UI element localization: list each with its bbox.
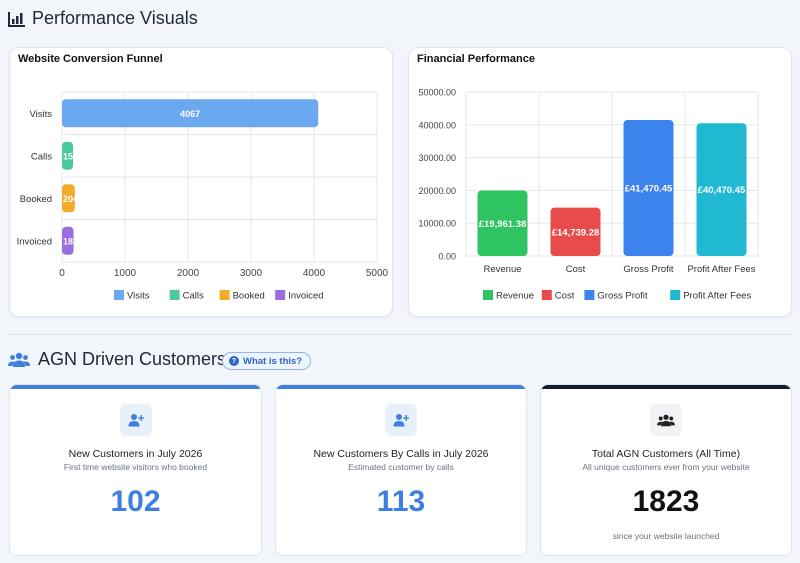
data-label: 183 xyxy=(63,236,78,246)
bar xyxy=(62,226,74,255)
y-tick-label: 50000.00 xyxy=(418,88,456,98)
legend-label: Cost xyxy=(555,291,575,302)
legend-swatch xyxy=(541,290,552,300)
legend-swatch xyxy=(169,290,180,300)
page-title: Performance Visuals xyxy=(32,8,198,28)
y-tick-label: Booked xyxy=(20,194,52,205)
x-tick-label: 2000 xyxy=(177,268,200,279)
users-icon xyxy=(650,404,682,436)
x-tick-label: 1000 xyxy=(114,268,137,279)
legend-swatch xyxy=(483,290,493,300)
legend-swatch xyxy=(584,290,595,300)
bar xyxy=(696,123,747,256)
card-note: since your website launched xyxy=(612,531,720,541)
bar-chart-icon xyxy=(8,11,25,27)
bar xyxy=(62,184,75,213)
card-new-customers-calls: New Customers By Calls in July 2026 Esti… xyxy=(275,384,527,556)
bar xyxy=(62,141,73,170)
legend-swatch xyxy=(219,290,230,300)
question-icon: ? xyxy=(229,356,239,366)
x-tick-label: 0 xyxy=(59,268,65,279)
legend-label: Profit After Fees xyxy=(683,291,751,302)
x-tick-label: 5000 xyxy=(366,268,389,279)
financial-panel: Financial Performance 0.00 10000.00 20000.… xyxy=(408,47,792,317)
card-value: 113 xyxy=(376,485,426,518)
legend-swatch xyxy=(275,290,286,300)
what-is-this-label: What is this? xyxy=(243,355,303,367)
data-label: £40,470.45 xyxy=(698,185,746,196)
data-label: £19,961.38 xyxy=(479,219,527,230)
legend-label: Calls xyxy=(183,291,204,302)
card-value: 102 xyxy=(110,485,161,518)
legend-label: Invoiced xyxy=(288,291,323,302)
data-label: 15 xyxy=(63,151,73,161)
y-tick-label: 20000.00 xyxy=(418,186,456,196)
user-plus-icon xyxy=(385,404,417,436)
data-label: £41,470.45 xyxy=(625,183,673,194)
bar xyxy=(477,190,528,256)
y-tick-label: 40000.00 xyxy=(418,120,456,130)
users-icon xyxy=(8,352,30,367)
agn-title: AGN Driven Customers xyxy=(38,349,227,369)
bar xyxy=(550,207,601,256)
legend-label: Revenue xyxy=(496,291,534,302)
y-tick-label: 10000.00 xyxy=(418,219,456,229)
card-title: New Customers By Calls in July 2026 xyxy=(313,448,489,460)
card-title: Total AGN Customers (All Time) xyxy=(591,448,741,460)
card-title: New Customers in July 2026 xyxy=(68,448,203,460)
card-value: 1823 xyxy=(632,485,700,518)
card-subtitle: Estimated customer by calls xyxy=(348,462,454,472)
x-tick-label: Revenue xyxy=(483,264,521,275)
card-accent-bar xyxy=(10,385,261,389)
x-tick-label: Gross Profit xyxy=(623,264,674,275)
funnel-chart: 0 1000 2000 3000 4000 5000 Visits 4067 Calls 15 Bo… xyxy=(17,91,389,302)
x-tick-label: 4000 xyxy=(303,268,326,279)
x-tick-label: Cost xyxy=(566,264,586,275)
bar xyxy=(62,99,319,128)
card-subtitle: First time website visitors who booked xyxy=(63,462,208,472)
legend-label: Gross Profit xyxy=(597,291,648,302)
user-plus-icon xyxy=(119,404,152,436)
data-label: £14,739.28 xyxy=(552,227,600,238)
y-tick-label: Calls xyxy=(31,151,52,162)
section-header-performance: Performance Visuals xyxy=(8,8,198,29)
card-subtitle: All unique customers ever from your webs… xyxy=(582,462,750,472)
what-is-this-button[interactable]: ? What is this? xyxy=(222,352,312,370)
y-tick-label: 30000.00 xyxy=(418,153,456,163)
x-tick-label: Profit After Fees xyxy=(687,264,755,275)
legend-swatch xyxy=(670,290,681,300)
card-total-customers: Total AGN Customers (All Time) All uniqu… xyxy=(540,384,792,556)
financial-title: Financial Performance xyxy=(417,53,535,65)
bar xyxy=(623,119,674,256)
card-accent-bar xyxy=(276,385,526,389)
financial-chart: 0.00 10000.00 20000.00 30000.00 40000.00 5000… xyxy=(418,88,759,302)
y-tick-label: Visits xyxy=(29,109,52,120)
legend-label: Visits xyxy=(127,291,150,302)
card-new-customers: New Customers in July 2026 First time we… xyxy=(9,384,262,556)
y-tick-label: Invoiced xyxy=(17,236,52,247)
y-tick-label: 0.00 xyxy=(438,252,456,262)
funnel-panel: Website Conversion Funnel 0 1000 2000 3000 4… xyxy=(9,47,393,317)
legend-label: Booked xyxy=(233,291,265,302)
section-divider xyxy=(8,334,792,335)
legend-swatch xyxy=(114,290,124,300)
card-accent-bar xyxy=(541,385,791,389)
x-tick-label: 3000 xyxy=(240,268,263,279)
data-label: 4067 xyxy=(180,109,200,119)
data-label: 204 xyxy=(63,194,78,204)
section-header-agn: AGN Driven Customers xyxy=(8,349,226,370)
funnel-title: Website Conversion Funnel xyxy=(18,53,163,65)
